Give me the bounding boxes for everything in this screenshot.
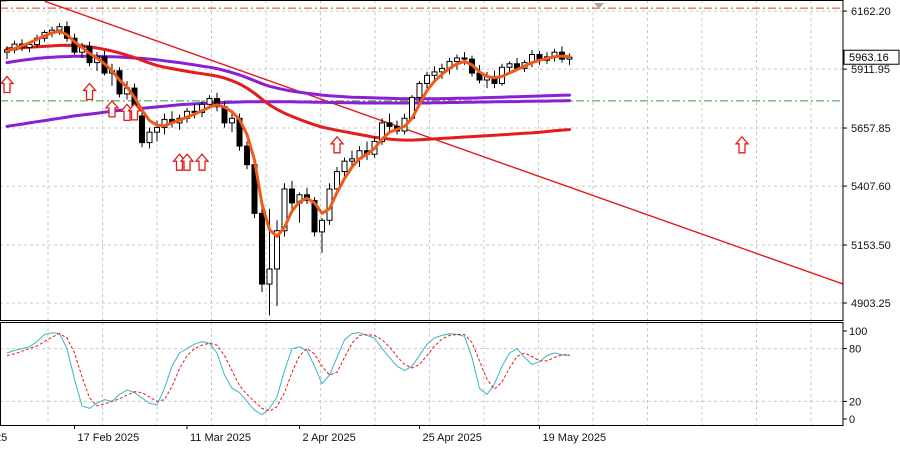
candle-body (140, 116, 145, 143)
stoch-y-tick-label: 0 (849, 414, 855, 426)
y-tick-label: 6162.20 (851, 6, 891, 18)
candle (230, 114, 235, 133)
stoch-y-tick-label: 100 (849, 326, 867, 338)
candle-body (432, 72, 437, 75)
up-arrow-icon (1, 77, 13, 93)
candle (147, 128, 152, 149)
candle-body (245, 146, 250, 165)
candle-body (425, 75, 430, 83)
x-tick-label: 2 Apr 2025 (303, 432, 356, 444)
y-tick-label: 5407.60 (851, 181, 891, 193)
price-panel (0, 0, 900, 320)
x-tick-label: 17 Feb 2025 (78, 432, 140, 444)
x-tick-label: 19 May 2025 (543, 432, 607, 444)
up-arrow-icon (196, 154, 208, 170)
candle (305, 188, 310, 204)
candle-body (417, 83, 422, 97)
candle (260, 204, 265, 292)
candle-body (260, 213, 265, 284)
candle (297, 192, 302, 222)
x-tick-label: 11 Mar 2025 (190, 432, 251, 444)
candle-body (387, 123, 392, 126)
candle-body (507, 64, 512, 67)
candle-body (455, 58, 460, 61)
candle (290, 181, 295, 209)
candle-body (290, 189, 295, 203)
stoch-y-tick-label: 20 (849, 396, 861, 408)
candle-body (462, 58, 467, 59)
candle-body (57, 27, 62, 30)
candle-body (320, 220, 325, 232)
candle (552, 49, 557, 62)
grid (0, 0, 843, 425)
y-tick-label: 5153.50 (851, 240, 891, 252)
stoch-frame (1, 323, 844, 426)
up-arrow-icon (106, 101, 118, 117)
x-tick-label: 25 Apr 2025 (423, 432, 482, 444)
main-frame (1, 1, 844, 321)
candle-body (267, 269, 272, 284)
candle (560, 46, 565, 62)
candle-body (207, 99, 212, 105)
candle (425, 72, 430, 88)
candle (492, 71, 497, 88)
y-tick-label: 4903.25 (851, 298, 891, 310)
trendline (45, 1, 900, 320)
candle-body (342, 161, 347, 171)
candle (387, 114, 392, 133)
y-tick-label: 5657.85 (851, 123, 891, 135)
stoch-signal-line (7, 334, 570, 412)
candle (215, 93, 220, 112)
up-arrow-icon (736, 137, 748, 153)
candle-body (230, 118, 235, 123)
y-tick-label: 5911.95 (851, 64, 890, 76)
candle (365, 141, 370, 160)
candle (140, 110, 145, 147)
candle (567, 53, 572, 65)
up-arrow-icon (331, 137, 343, 153)
up-arrow-icon (84, 83, 96, 99)
stoch-y-tick-label: 80 (849, 344, 861, 356)
candle (537, 51, 542, 65)
candle-body (350, 159, 355, 161)
candle-body (147, 132, 152, 142)
x-tick-label: 25 (0, 432, 7, 444)
candle-body (155, 128, 160, 133)
current-price-label: 5963.16 (849, 52, 889, 64)
candle (65, 21, 70, 41)
stochastic-panel (7, 333, 570, 415)
